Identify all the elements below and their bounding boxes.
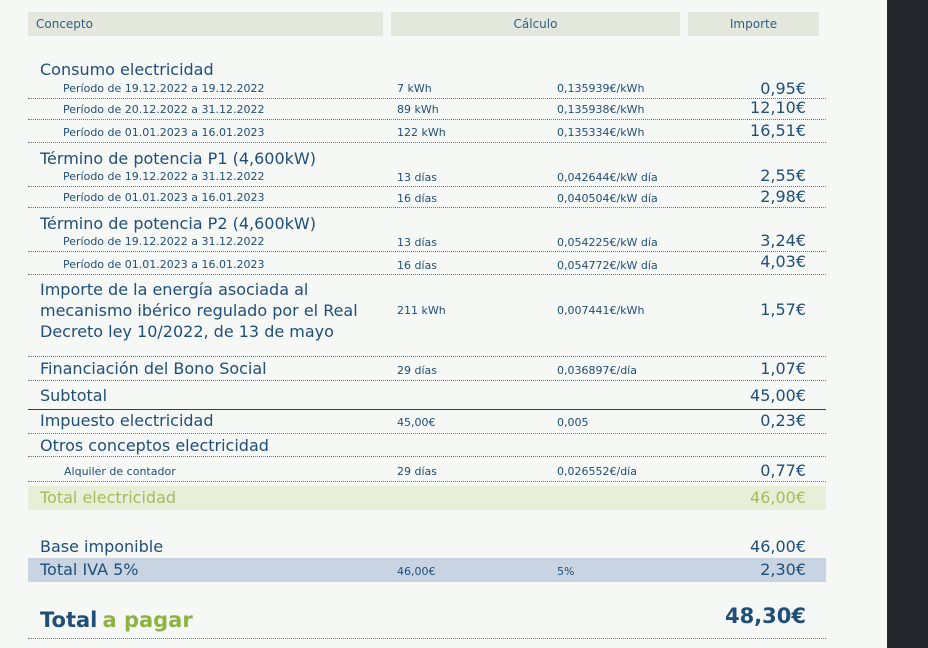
impuesto-label: Impuesto electricidad xyxy=(40,411,214,430)
row-qty: 16 días xyxy=(397,259,438,272)
table-row: Período de 01.01.2023 a 16.01.2023 16 dí… xyxy=(28,187,826,208)
row-periodo: Período de 01.01.2023 a 16.01.2023 xyxy=(63,258,265,271)
table-row-bono: Financiación del Bono Social 29 días 0,0… xyxy=(28,359,826,381)
row-amount: 1,57€ xyxy=(760,300,806,319)
subtotal-amount: 45,00€ xyxy=(750,386,806,405)
iva-band: Total IVA 5% 46,00€ 5% 2,30€ xyxy=(28,558,826,582)
total-electricidad-amount: 46,00€ xyxy=(750,488,806,507)
header-importe: Importe xyxy=(688,12,819,36)
section-title-p2: Término de potencia P2 (4,600kW) xyxy=(40,214,316,233)
a-pagar-word: a pagar xyxy=(102,608,193,632)
row-rate: 0,054225€/kW día xyxy=(557,236,658,249)
total-electricidad-label: Total electricidad xyxy=(40,488,177,507)
row-qty: 45,00€ xyxy=(397,416,436,429)
table-row: Período de 19.12.2022 a 31.12.2022 13 dí… xyxy=(28,166,826,187)
row-rate: 0,135939€/kWh xyxy=(557,82,645,95)
row-qty: 16 días xyxy=(397,192,438,205)
iberico-line-3: Decreto ley 10/2022, de 13 de mayo xyxy=(40,322,334,341)
row-amount: 3,24€ xyxy=(760,231,806,250)
row-qty: 29 días xyxy=(397,364,438,377)
base-amount: 46,00€ xyxy=(750,537,806,556)
row-rate: 0,135334€/kWh xyxy=(557,126,645,139)
row-amount: 2,55€ xyxy=(760,166,806,185)
row-periodo: Período de 19.12.2022 a 31.12.2022 xyxy=(63,170,265,183)
header-calculo: Cálculo xyxy=(391,12,680,36)
row-periodo: Período de 01.01.2023 a 16.01.2023 xyxy=(63,126,265,139)
row-amount: 1,07€ xyxy=(760,359,806,378)
table-row: Período de 01.01.2023 a 16.01.2023 16 dí… xyxy=(28,252,826,275)
row-qty: 13 días xyxy=(397,171,438,184)
section-title-consumo: Consumo electricidad xyxy=(40,60,214,79)
subtotal-label: Subtotal xyxy=(40,386,108,405)
row-qty: 46,00€ xyxy=(397,565,436,578)
header-concepto: Concepto xyxy=(28,12,383,36)
iberico-line-2: mecanismo ibérico regulado por el Real xyxy=(40,301,358,320)
row-qty: 29 días xyxy=(397,465,438,478)
row-rate: 0,036897€/día xyxy=(557,364,637,377)
row-amount: 2,98€ xyxy=(760,187,806,206)
table-row: Período de 19.12.2022 a 31.12.2022 13 dí… xyxy=(28,231,826,252)
row-qty: 89 kWh xyxy=(397,103,439,116)
table-row-alquiler: Alquiler de contador 29 días 0,026552€/d… xyxy=(28,461,826,482)
row-periodo: Período de 19.12.2022 a 31.12.2022 xyxy=(63,235,265,248)
table-row: Período de 01.01.2023 a 16.01.2023 122 k… xyxy=(28,121,826,143)
total-pagar-amount: 48,30€ xyxy=(724,604,806,628)
bono-label: Financiación del Bono Social xyxy=(40,359,267,378)
row-rate: 0,042644€/kW día xyxy=(557,171,658,184)
base-row: Base imponible 46,00€ xyxy=(28,537,826,557)
total-pagar-row: Total a pagar 48,30€ xyxy=(28,604,826,639)
row-qty: 7 kWh xyxy=(397,82,432,95)
table-row: Período de 19.12.2022 a 19.12.2022 7 kWh… xyxy=(28,79,826,99)
row-rate: 0,005 xyxy=(557,416,589,429)
otros-title-row: Otros conceptos electricidad xyxy=(28,436,826,457)
row-amount: 4,03€ xyxy=(760,252,806,271)
table-row: Período de 20.12.2022 a 31.12.2022 89 kW… xyxy=(28,98,826,120)
iva-amount: 2,30€ xyxy=(760,560,806,579)
row-amount: 0,77€ xyxy=(760,461,806,480)
total-pagar-label: Total a pagar xyxy=(40,608,193,632)
row-amount: 12,10€ xyxy=(750,98,806,117)
otros-title: Otros conceptos electricidad xyxy=(40,436,269,455)
row-periodo: Período de 01.01.2023 a 16.01.2023 xyxy=(63,191,265,204)
section-title-p1: Término de potencia P1 (4,600kW) xyxy=(40,149,316,168)
row-qty: 13 días xyxy=(397,236,438,249)
row-rate: 0,135938€/kWh xyxy=(557,103,645,116)
row-rate: 0,040504€/kW día xyxy=(557,192,658,205)
iva-label: Total IVA 5% xyxy=(40,560,139,579)
invoice-breakdown: Concepto Cálculo Importe Consumo electri… xyxy=(28,12,826,639)
total-word: Total xyxy=(40,608,98,632)
subtotal-row: Subtotal 45,00€ xyxy=(28,385,826,410)
row-rate: 0,054772€/kW día xyxy=(557,259,658,272)
row-amount: 0,23€ xyxy=(760,411,806,430)
table-row-iberico: Importe de la energía asociada al mecani… xyxy=(28,280,826,357)
row-periodo: Período de 19.12.2022 a 19.12.2022 xyxy=(63,82,265,95)
row-rate: 0,007441€/kWh xyxy=(557,304,645,317)
row-amount: 16,51€ xyxy=(750,121,806,140)
base-label: Base imponible xyxy=(40,537,164,556)
row-rate: 5% xyxy=(557,565,575,578)
row-qty: 211 kWh xyxy=(397,304,446,317)
table-row-impuesto: Impuesto electricidad 45,00€ 0,005 0,23€ xyxy=(28,411,826,434)
iberico-line-1: Importe de la energía asociada al xyxy=(40,280,309,299)
row-periodo: Período de 20.12.2022 a 31.12.2022 xyxy=(63,103,265,116)
dark-side-panel xyxy=(887,0,928,648)
row-amount: 0,95€ xyxy=(760,79,806,98)
row-qty: 122 kWh xyxy=(397,126,446,139)
total-electricidad-band: Total electricidad 46,00€ xyxy=(28,486,826,510)
row-rate: 0,026552€/día xyxy=(557,465,637,478)
alquiler-label: Alquiler de contador xyxy=(64,465,176,478)
